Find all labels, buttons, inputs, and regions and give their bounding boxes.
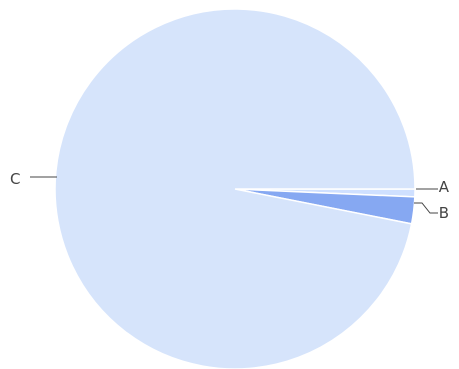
slice-label-b: B bbox=[439, 204, 449, 222]
pie-slice-c[interactable] bbox=[54, 8, 416, 369]
pie-slices bbox=[54, 8, 416, 369]
slice-label-c: C bbox=[10, 170, 20, 188]
leader-line-b bbox=[414, 202, 438, 214]
pie-labels: AB C bbox=[10, 170, 450, 222]
slice-label-a: A bbox=[439, 178, 450, 196]
